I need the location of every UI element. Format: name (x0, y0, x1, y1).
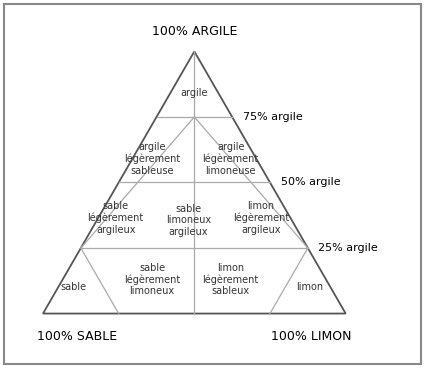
Text: sable
limoneux
argileux: sable limoneux argileux (166, 204, 211, 237)
Text: argile
légèrement
sableuse: argile légèrement sableuse (124, 142, 180, 176)
Text: sable
légèrement
limoneux: sable légèrement limoneux (124, 262, 180, 296)
Text: 25% argile: 25% argile (318, 243, 378, 253)
Text: 100% LIMON: 100% LIMON (271, 330, 352, 343)
Text: limon: limon (296, 282, 323, 292)
Text: 75% argile: 75% argile (243, 112, 303, 122)
Text: 100% SABLE: 100% SABLE (37, 330, 117, 343)
Text: limon
légèrement
argileux: limon légèrement argileux (233, 201, 289, 235)
Text: 100% ARGILE: 100% ARGILE (152, 25, 237, 38)
Text: argile: argile (181, 88, 208, 98)
Text: limon
légèrement
sableux: limon légèrement sableux (203, 262, 259, 296)
Text: sable: sable (60, 282, 86, 292)
Text: 50% argile: 50% argile (280, 177, 340, 187)
Text: argile
légèrement
limoneuse: argile légèrement limoneuse (203, 142, 259, 176)
Polygon shape (43, 52, 346, 314)
Text: sable
légèrement
argileux: sable légèrement argileux (88, 201, 144, 235)
